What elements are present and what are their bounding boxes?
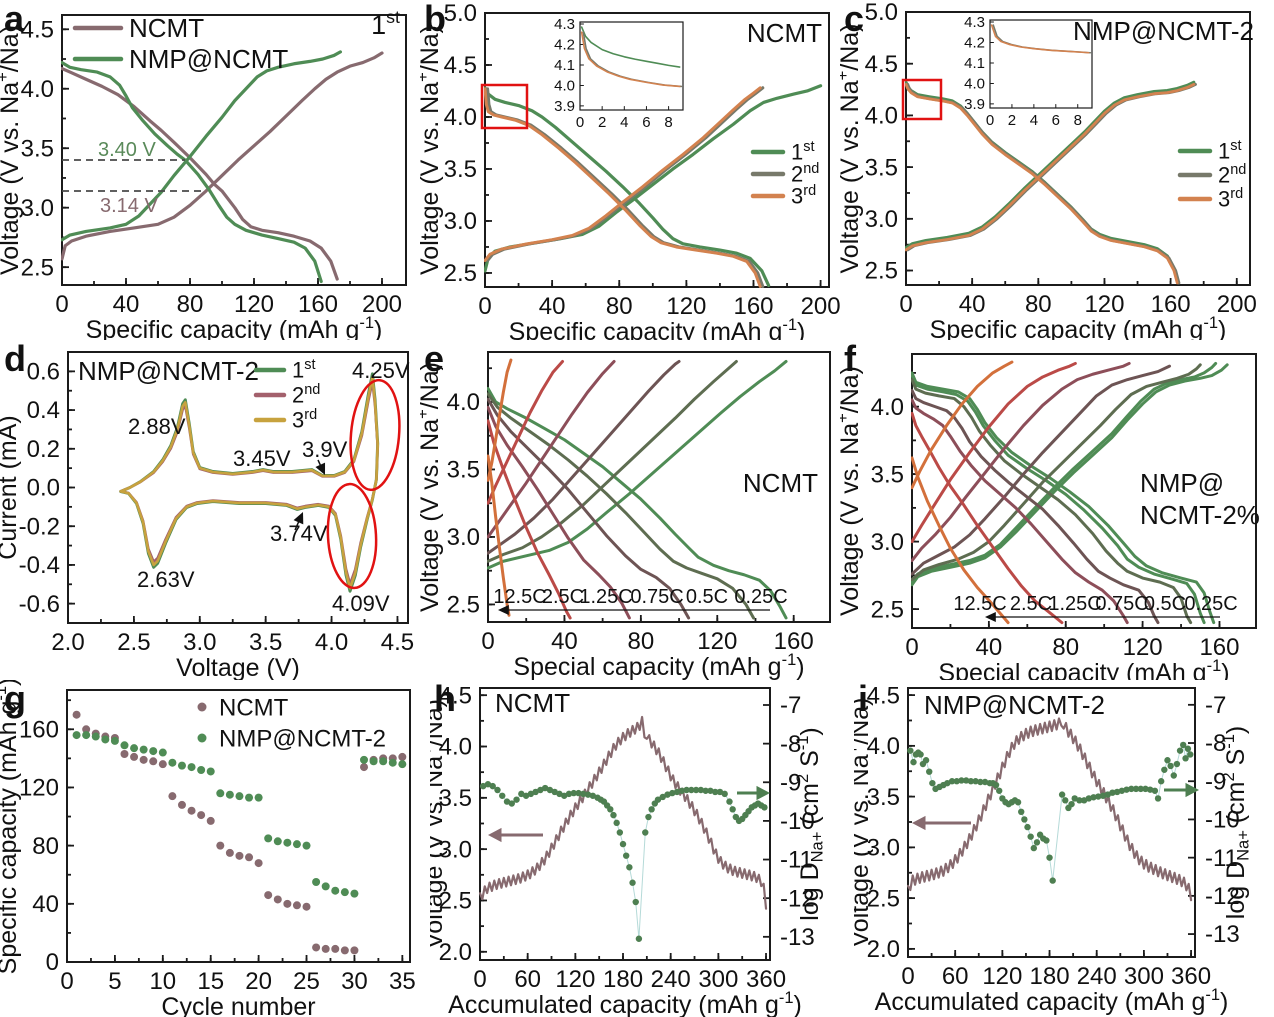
panel-a-letter: a <box>4 0 25 39</box>
panel-g-letter: g <box>4 678 26 719</box>
panel-d: d <box>0 338 430 680</box>
panel-e-letter: e <box>424 338 445 379</box>
panel-b-letter: b <box>424 0 446 39</box>
panel-b: b <box>420 0 840 340</box>
panel-b-canvas <box>420 0 840 340</box>
panel-c: c <box>840 0 1274 340</box>
panel-i-canvas <box>854 680 1274 1017</box>
panel-d-canvas <box>0 340 430 680</box>
panel-f-letter: f <box>844 338 856 379</box>
panel-h: h <box>430 678 854 1017</box>
panel-f: f <box>840 338 1274 680</box>
panel-d-letter: d <box>4 338 26 379</box>
panel-i-letter: i <box>858 678 869 719</box>
panel-a-canvas <box>0 0 420 340</box>
panel-e-canvas <box>420 340 850 680</box>
panel-a: a <box>0 0 420 340</box>
panel-f-canvas <box>840 340 1274 680</box>
panel-g: g <box>0 678 430 1017</box>
panel-i: i <box>854 678 1274 1017</box>
panel-c-canvas <box>840 0 1274 340</box>
panel-e: e <box>420 338 850 680</box>
panel-h-canvas <box>430 680 854 1017</box>
panel-g-canvas <box>0 680 430 1017</box>
panel-h-letter: h <box>434 678 456 719</box>
panel-c-letter: c <box>844 0 865 39</box>
